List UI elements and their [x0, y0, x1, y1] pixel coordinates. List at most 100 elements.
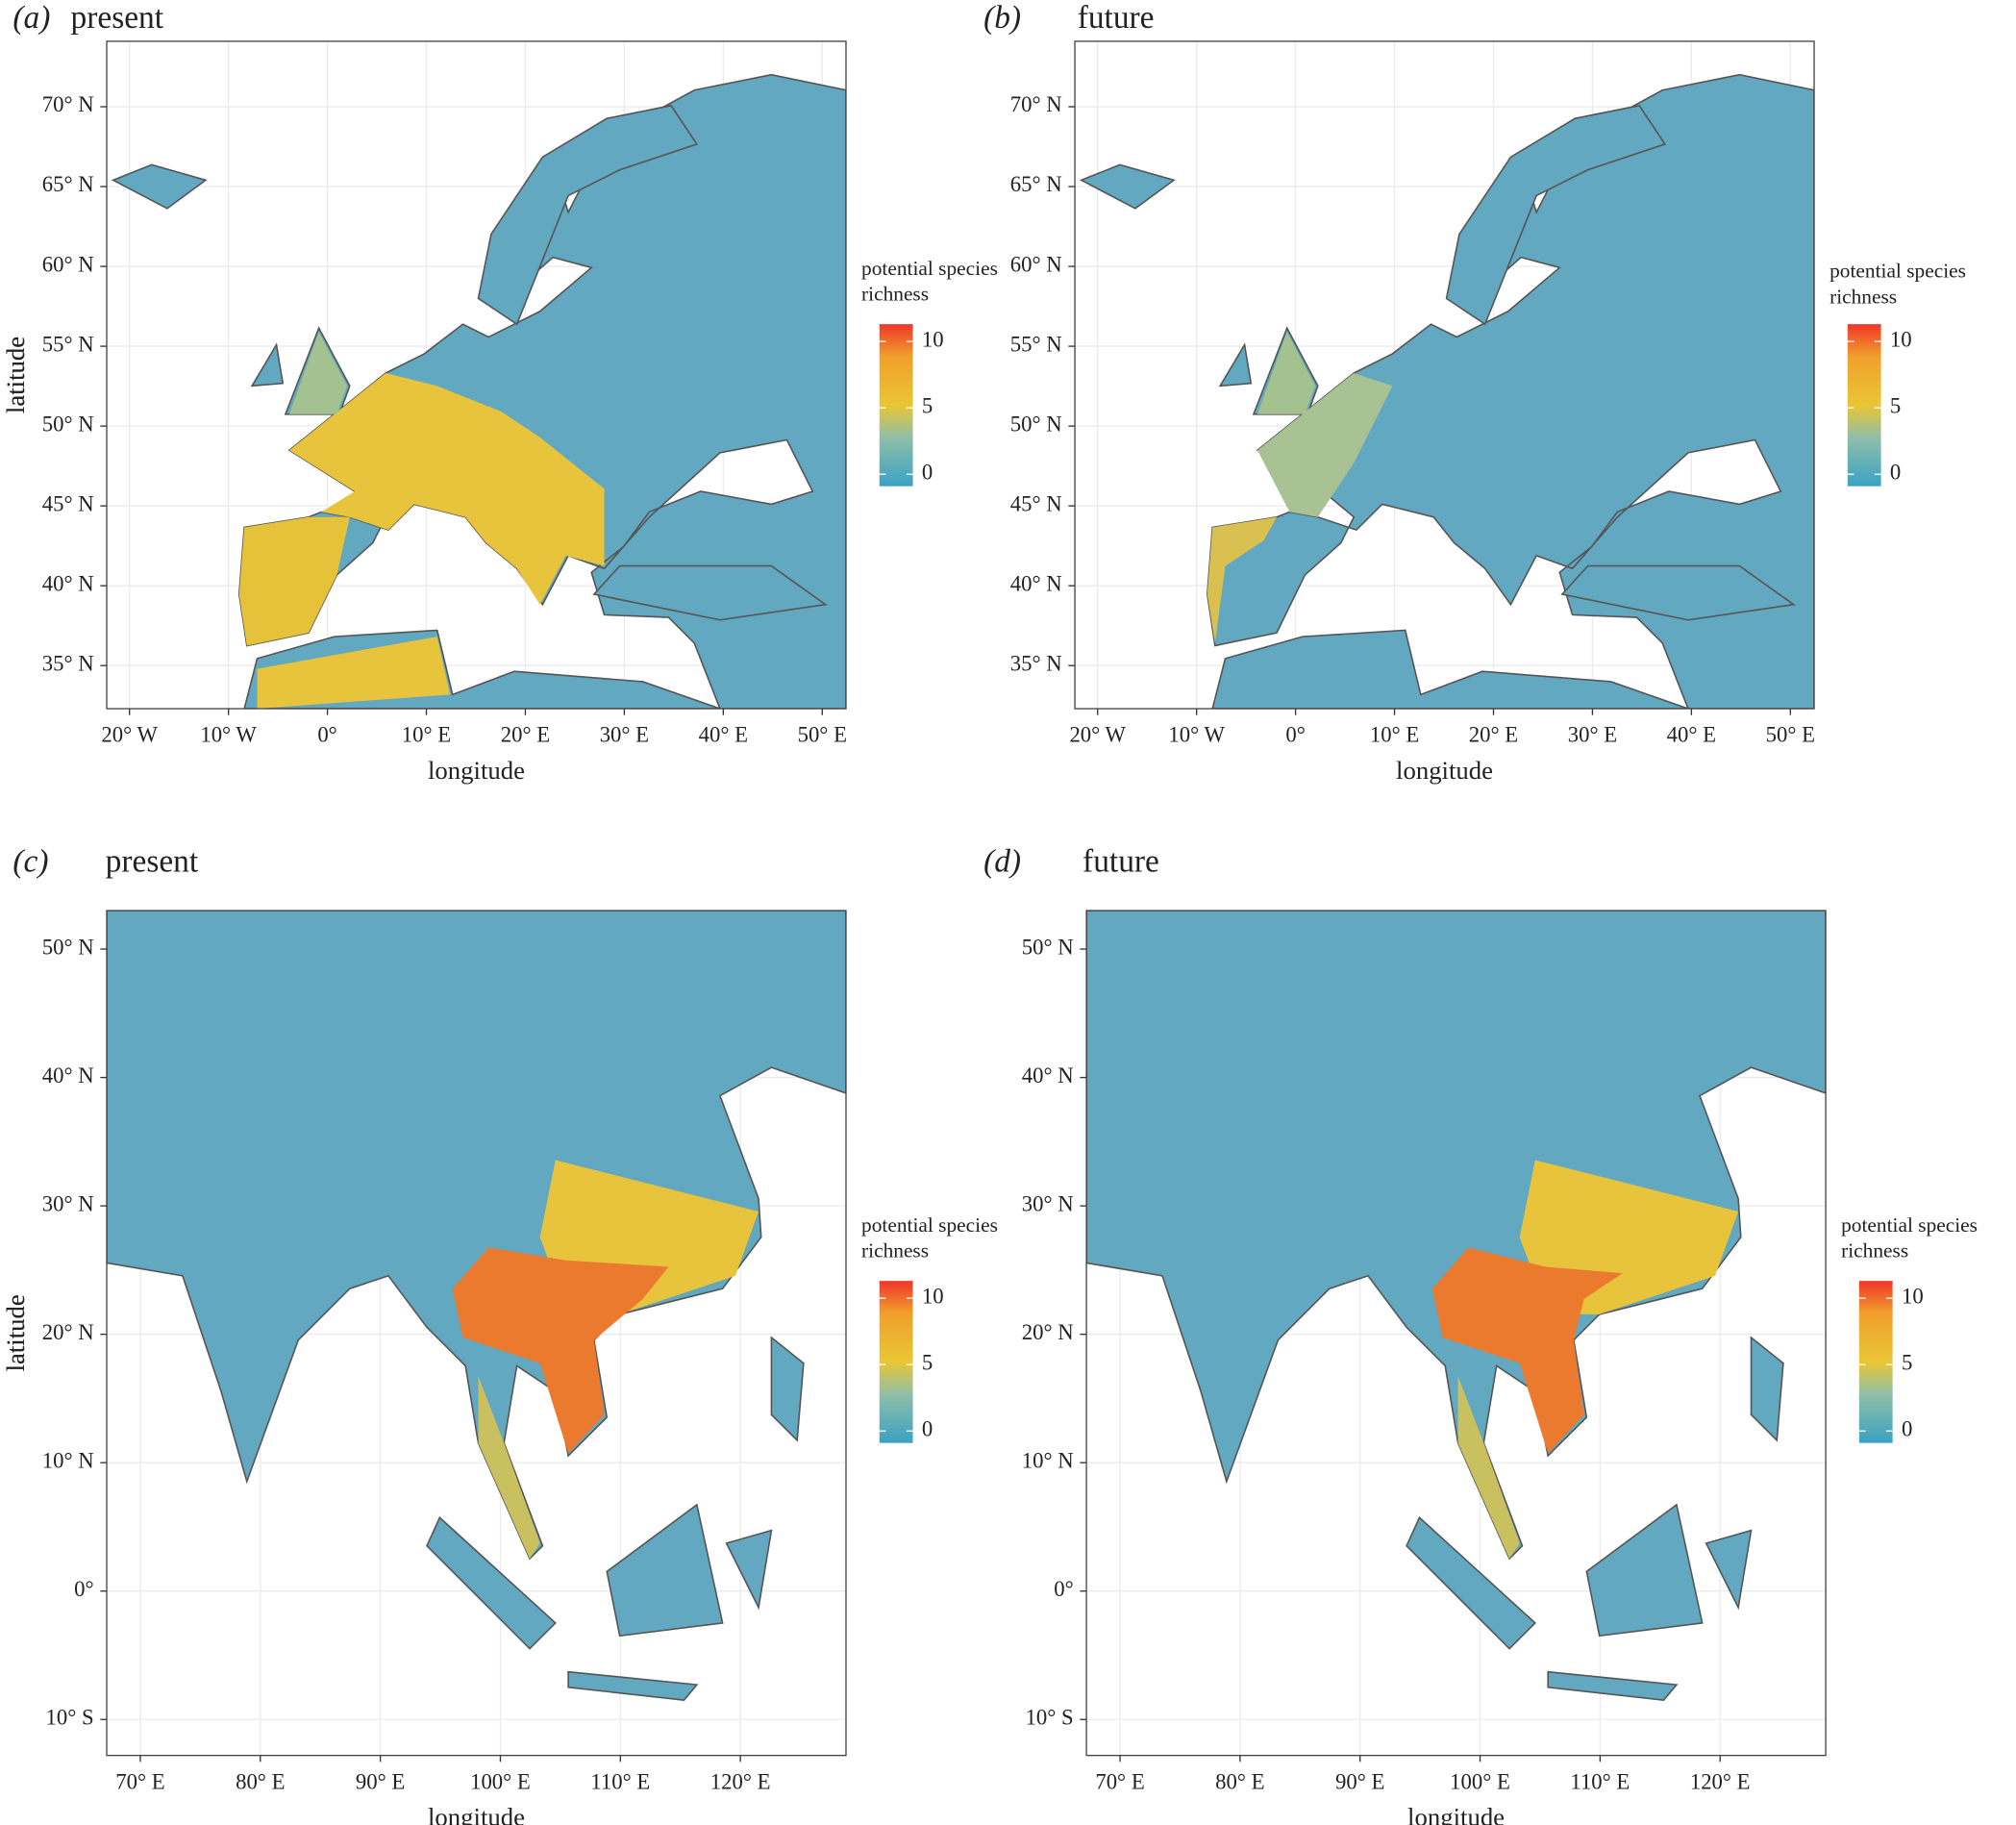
x-tick-label: 20° W — [1069, 723, 1126, 747]
colorbar-label: 5 — [922, 1350, 933, 1374]
x-axis-label: longitude — [428, 1803, 525, 1825]
x-tick-label: 120° E — [710, 1769, 771, 1793]
x-tick-label: 20° W — [101, 723, 158, 747]
y-tick-label: 35° N — [1010, 651, 1062, 675]
x-tick-label: 30° E — [600, 723, 649, 747]
y-tick-label: 10° S — [46, 1705, 94, 1729]
y-tick-label: 35° N — [42, 651, 94, 675]
y-axis-label: latitude — [1, 1294, 30, 1371]
x-tick-label: 10° W — [200, 723, 257, 747]
panel-title: future — [1078, 0, 1155, 36]
x-tick-label: 10° W — [1168, 723, 1225, 747]
y-tick-label: 50° N — [1022, 935, 1074, 959]
y-axis-label: latitude — [1, 337, 30, 413]
x-tick-label: 40° E — [1667, 723, 1716, 747]
y-tick-label: 20° N — [42, 1320, 94, 1344]
x-tick-label: 80° E — [236, 1769, 285, 1793]
x-tick-label: 70° E — [115, 1769, 164, 1793]
y-tick-label: 30° N — [1022, 1191, 1074, 1215]
panel-border — [1085, 910, 1827, 1757]
colorbar-label: 10 — [1902, 1284, 1924, 1308]
legend-title: richness — [861, 283, 929, 306]
x-tick-label: 120° E — [1690, 1769, 1751, 1793]
x-tick-label: 70° E — [1095, 1769, 1144, 1793]
legend-title: potential species — [861, 1213, 998, 1237]
legend-title: potential species — [861, 257, 998, 280]
y-tick-label: 0° — [1054, 1577, 1073, 1601]
x-axis-label: longitude — [1407, 1803, 1505, 1825]
y-tick-label: 30° N — [42, 1191, 94, 1215]
panel-d: 70° E 80° E 90° E 100° E 110° E 120° E 10° S 0°… — [1, 844, 1978, 1825]
y-tick-label: 55° N — [1010, 332, 1062, 356]
y-axis-label: latitude — [1, 337, 30, 413]
x-tick-label: 110° E — [590, 1769, 650, 1793]
y-tick-label: 45° N — [1010, 491, 1062, 515]
colorbar — [879, 1281, 913, 1443]
y-tick-label: 70° N — [1010, 92, 1062, 116]
y-tick-label: 50° N — [42, 412, 94, 436]
panel-label: (a) — [12, 0, 50, 36]
x-tick-label: 20° E — [501, 723, 550, 747]
legend-title: potential species — [1829, 260, 1966, 283]
map — [107, 910, 846, 1701]
legend-title: richness — [1841, 1239, 1908, 1262]
y-tick-label: 50° N — [1010, 412, 1062, 436]
y-tick-label: 70° N — [42, 92, 94, 116]
x-tick-label: 40° E — [699, 723, 748, 747]
panel-c: 70° E 80° E 90° E 100° E 110° E 120° E 10° S 0°… — [1, 844, 998, 1825]
y-tick-label: 0° — [74, 1577, 93, 1601]
colorbar-label: 0 — [1902, 1416, 1912, 1440]
panel-border — [106, 910, 847, 1757]
x-tick-label: 50° E — [798, 723, 847, 747]
y-tick-label: 40° N — [42, 1063, 94, 1088]
map — [1086, 910, 1827, 1701]
colorbar-label: 10 — [922, 1284, 944, 1308]
colorbar-label: 0 — [922, 460, 933, 484]
legend-title: richness — [1829, 285, 1897, 308]
colorbar — [1847, 324, 1881, 487]
x-tick-label: 10° E — [1370, 723, 1419, 747]
panel-title: future — [1083, 844, 1159, 880]
y-tick-label: 20° N — [1022, 1320, 1074, 1344]
panel-label: (b) — [983, 0, 1021, 36]
x-tick-label: 100° E — [470, 1769, 531, 1793]
x-tick-label: 30° E — [1568, 723, 1617, 747]
y-tick-label: 10° S — [1026, 1705, 1074, 1729]
x-tick-label: 20° E — [1469, 723, 1518, 747]
map — [112, 73, 846, 710]
panel-b: 20° W 10° W 0° 10° E 20° E 30° E 40° E 50° E 35°… — [1, 0, 1966, 785]
panel-a: 20° W 10° W 0° 10° E 20° E 30° E 40° E 50° E 35°… — [1, 0, 998, 785]
y-tick-label: 40° N — [1010, 571, 1062, 595]
x-tick-label: 90° E — [1335, 1769, 1384, 1793]
x-axis-label: longitude — [1396, 756, 1493, 785]
x-tick-label: 80° E — [1215, 1769, 1264, 1793]
y-tick-label: 10° N — [1022, 1448, 1074, 1472]
x-tick-label: 50° E — [1766, 723, 1815, 747]
panel-label: (c) — [12, 844, 48, 880]
x-tick-label: 110° E — [1570, 1769, 1630, 1793]
colorbar-label: 0 — [1890, 460, 1901, 484]
x-axis-label: longitude — [428, 756, 525, 785]
y-tick-label: 60° N — [42, 252, 94, 276]
colorbar — [879, 324, 913, 487]
colorbar-label: 0 — [922, 1416, 933, 1440]
y-tick-label: 45° N — [42, 491, 94, 515]
panel-border — [106, 40, 847, 710]
x-tick-label: 10° E — [402, 723, 451, 747]
panel-border — [1074, 40, 1815, 710]
y-tick-label: 40° N — [1022, 1063, 1074, 1088]
x-tick-label: 90° E — [356, 1769, 405, 1793]
y-tick-label: 50° N — [42, 935, 94, 959]
panel-title: present — [106, 844, 199, 880]
colorbar-label: 10 — [1890, 327, 1912, 351]
panel-label: (d) — [983, 844, 1021, 880]
legend-title: potential species — [1841, 1213, 1978, 1237]
map — [1080, 73, 1815, 710]
x-tick-label: 100° E — [1450, 1769, 1510, 1793]
x-tick-label: 0° — [1285, 723, 1305, 747]
y-tick-label: 55° N — [42, 332, 94, 356]
y-tick-label: 10° N — [42, 1448, 94, 1472]
y-axis-label: latitude — [1, 1294, 30, 1371]
y-tick-label: 65° N — [42, 172, 94, 196]
